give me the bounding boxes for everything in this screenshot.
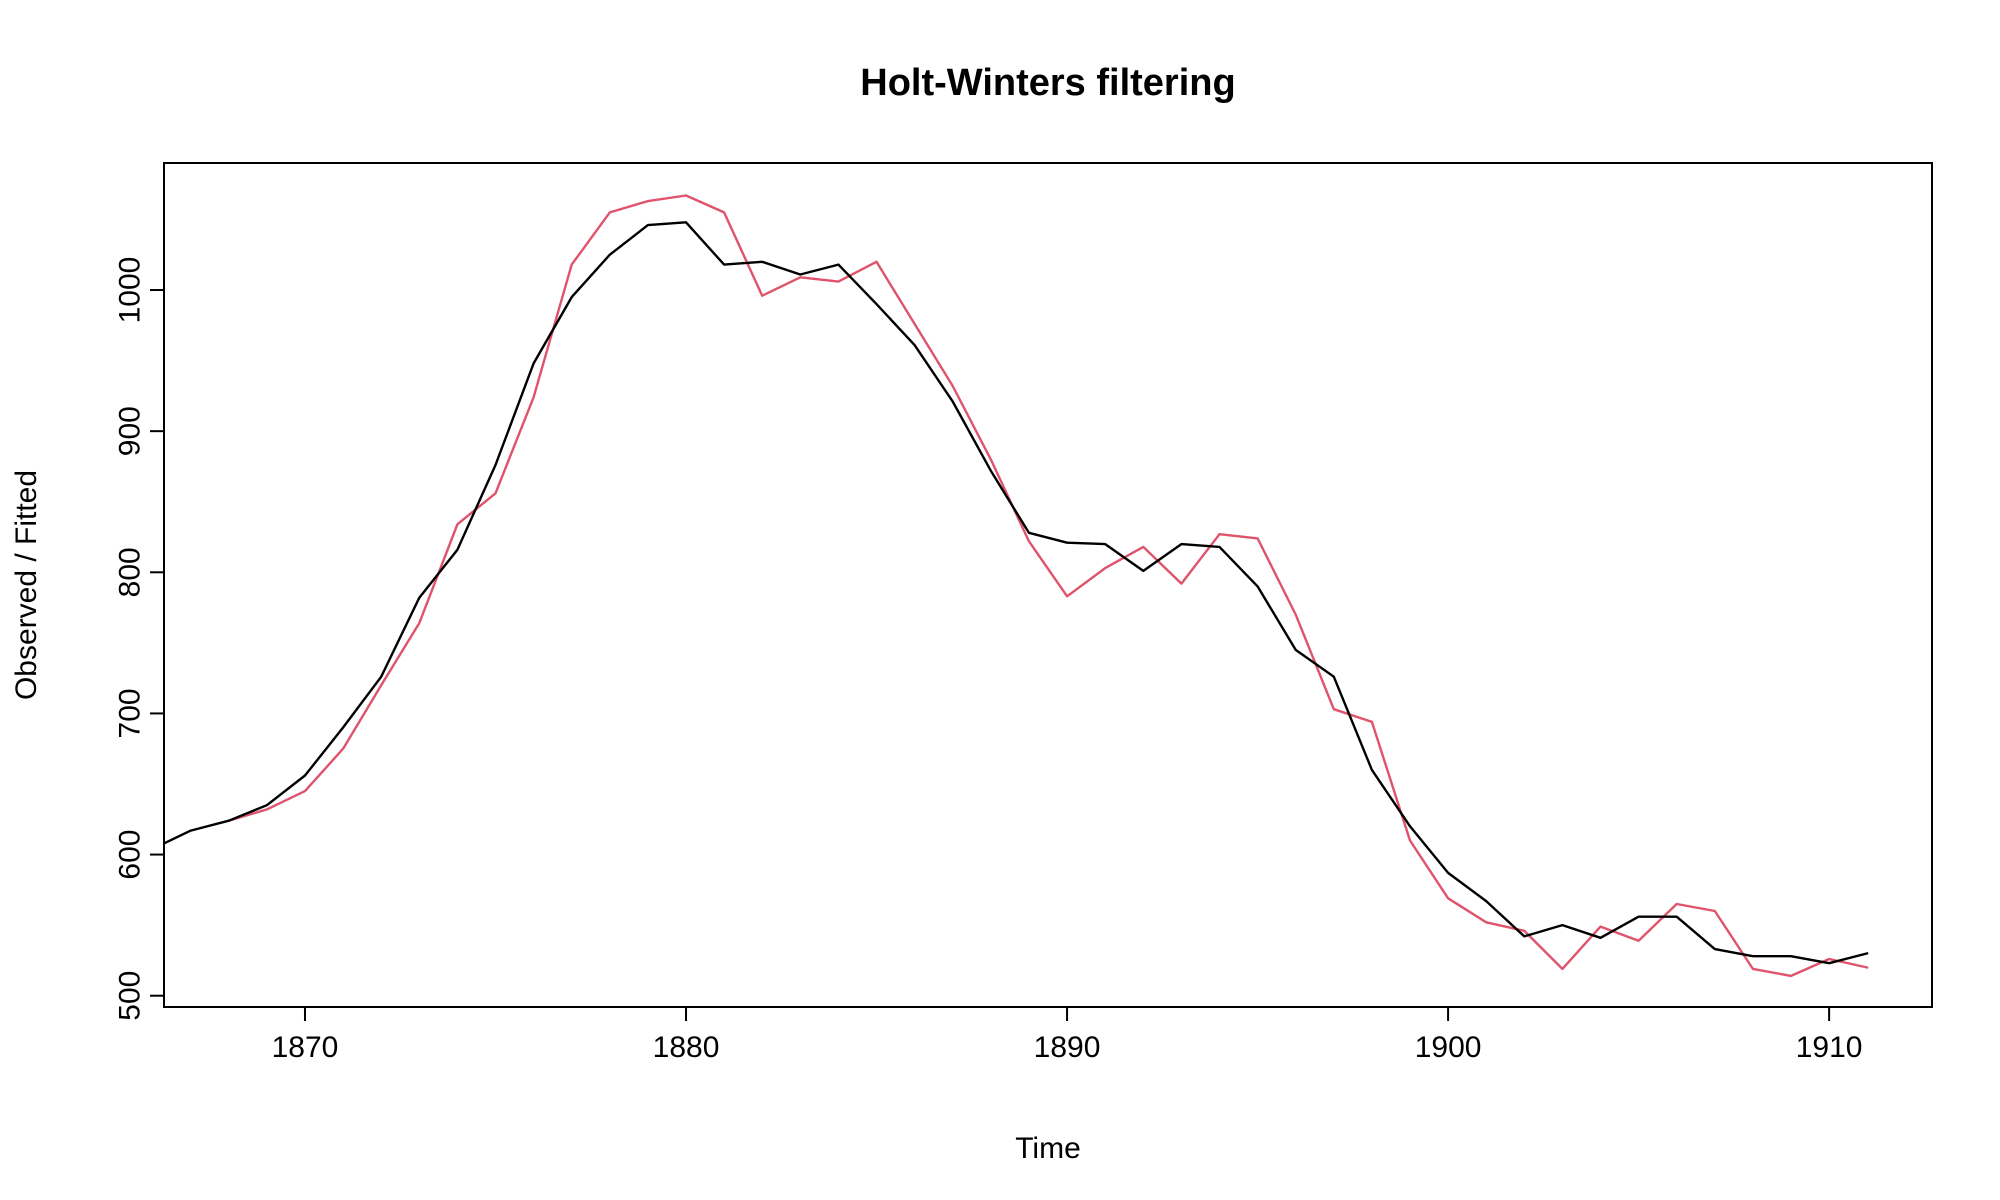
x-tick-label: 1890 (1034, 1031, 1101, 1064)
series-group (164, 194, 1869, 978)
series-line-fitted (227, 194, 1869, 978)
chart-title: Holt-Winters filtering (860, 62, 1235, 104)
y-tick-label: 500 (114, 971, 147, 1021)
x-axis: 1870 1880 1890 1900 1910 (272, 1006, 1863, 1064)
y-tick-label: 900 (114, 406, 147, 456)
x-tick-label: 1910 (1796, 1031, 1863, 1064)
y-axis: 500 600 700 800 900 1000 (114, 257, 165, 1021)
x-axis-label: Time (1015, 1132, 1081, 1165)
y-tick-label: 700 (114, 688, 147, 738)
x-tick-label: 1870 (272, 1031, 339, 1064)
y-tick-label: 600 (114, 830, 147, 880)
y-tick-label: 800 (114, 547, 147, 597)
x-tick-label: 1900 (1415, 1031, 1482, 1064)
y-axis-label: Observed / Fitted (10, 470, 43, 700)
y-tick-label: 1000 (114, 257, 147, 324)
series-line-observed (164, 221, 1869, 965)
x-tick-label: 1880 (653, 1031, 720, 1064)
